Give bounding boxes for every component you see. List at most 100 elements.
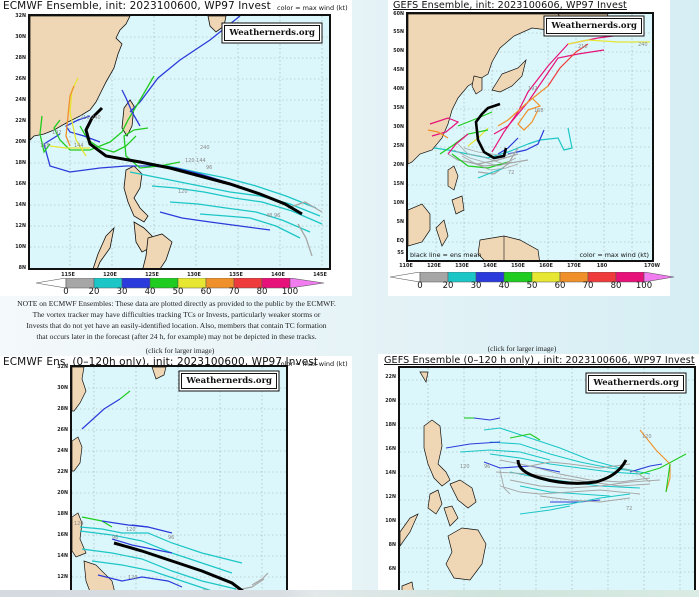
gefs-mean-legend: black line = ens mean	[410, 251, 482, 259]
y-tick: 35N	[393, 106, 404, 111]
track-label: 96	[206, 165, 212, 171]
y-tick: 30N	[57, 386, 68, 391]
y-tick: 20N	[15, 140, 26, 145]
x-tick: 110E	[399, 263, 413, 269]
colorbar-tick: 20	[88, 287, 100, 297]
colorbar-tick: 60	[200, 287, 212, 297]
y-tick: 16N	[15, 182, 26, 187]
x-tick: 145E	[313, 272, 327, 278]
y-tick: 30N	[15, 35, 26, 40]
y-tick: 16N	[57, 533, 68, 538]
y-tick: 50N	[393, 49, 404, 54]
y-tick: 28N	[15, 56, 26, 61]
colorbar-tick: 80	[256, 287, 268, 297]
y-tick: 12N	[15, 224, 26, 229]
track-label: 96	[168, 535, 174, 541]
ecmwf-120h-panel[interactable]: ECMWF Ens. (0–120h only), init: 20231006…	[0, 356, 352, 595]
x-tick: 180	[596, 263, 608, 269]
track-label: 96	[112, 535, 118, 541]
track-label: 216	[578, 44, 588, 50]
ecmwf-color-label: color = max wind (kt)	[277, 4, 348, 12]
y-tick: 22N	[15, 119, 26, 124]
gefs-120h-panel[interactable]: GEFS Ensemble (0–120 h only) , init: 202…	[378, 354, 699, 596]
gefs-120h-track-map[interactable]: 120 120 96 72 Weathernerds.org	[398, 366, 696, 596]
track-label: 192	[52, 130, 62, 136]
weathernerds-badge: Weathernerds.org	[588, 375, 684, 391]
y-tick: 18N	[57, 512, 68, 517]
colorbar-tick: 20	[442, 281, 454, 291]
x-tick: 120E	[427, 263, 441, 269]
ecmwf-120h-map-graphic: 120 120 96 96 120 48	[72, 367, 286, 593]
track-label: 120	[460, 464, 470, 470]
colorbar-tick: 30	[116, 287, 128, 297]
colorbar-tick: 70	[582, 281, 594, 291]
note-line: The vortex tracker may have difficulties…	[32, 310, 321, 319]
colorbar-tick: 80	[610, 281, 622, 291]
track-label: 240	[200, 145, 210, 151]
note-line: Invests that do not yet have an easily-i…	[26, 321, 327, 330]
track-label: 96	[484, 464, 490, 470]
track-label: 120 144	[185, 158, 206, 164]
track-label: 72	[626, 506, 632, 512]
y-tick: 26N	[15, 77, 26, 82]
track-label: 216 240	[80, 115, 101, 121]
y-tick: 5N	[396, 220, 404, 225]
gefs-map-graphic: 216 240 192 72 168	[408, 14, 652, 260]
ecmwf-120h-color-label: color = max wind (kt)	[277, 360, 348, 368]
y-tick: 45N	[393, 68, 404, 73]
track-label: 240	[638, 42, 648, 48]
y-tick: 8N	[388, 543, 396, 548]
note-line: NOTE on ECMWF Ensembles: These data are …	[17, 299, 336, 308]
y-tick: 32N	[15, 14, 26, 19]
y-tick: 14N	[15, 203, 26, 208]
y-tick: 26N	[57, 428, 68, 433]
x-tick: 130E	[187, 272, 201, 278]
x-tick: 140E	[271, 272, 285, 278]
ecmwf-wind-colorbar: 0 20 30 40 50 60 70 80 100	[36, 278, 326, 304]
y-tick: 14N	[57, 554, 68, 559]
gefs-ensemble-panel[interactable]: GEFS Ensemble, init: 2023100606, WP97 In…	[388, 0, 674, 296]
colorbar-tick: 40	[144, 287, 156, 297]
track-label: 168	[40, 143, 50, 149]
track-label: 120	[128, 575, 138, 581]
y-tick: EQ	[396, 239, 404, 244]
ecmwf-track-map[interactable]: 240 216 240 192 168 144 120 96 48 96 120…	[28, 14, 331, 270]
colorbar-tick: 50	[172, 287, 184, 297]
click-larger-image-link[interactable]: (click for larger image)	[487, 344, 557, 353]
track-label: 192	[528, 86, 538, 92]
x-tick: 140E	[483, 263, 497, 269]
track-label: 120	[126, 527, 136, 533]
track-label: 168	[534, 108, 544, 114]
y-tick: 12N	[57, 575, 68, 580]
ecmwf-note: NOTE on ECMWF Ensembles: These data are …	[4, 298, 349, 342]
y-tick: 15N	[393, 182, 404, 187]
colorbar-tick: 0	[417, 281, 423, 291]
ecmwf-map-graphic: 240 216 240 192 168 144 120 96 48 96 120…	[30, 16, 329, 268]
y-tick: 8N	[18, 266, 26, 271]
gefs-track-map[interactable]: 216 240 192 72 168 Weathernerds.org blac…	[406, 12, 654, 262]
click-larger-image-link[interactable]: (click for larger image)	[145, 346, 215, 355]
y-tick: 22N	[385, 375, 396, 380]
x-tick: 115E	[61, 272, 75, 278]
weathernerds-badge: Weathernerds.org	[181, 373, 277, 389]
y-tick: 30N	[393, 125, 404, 130]
ecmwf-ensemble-panel[interactable]: ECMWF Ensemble, init: 2023100600, WP97 I…	[0, 0, 352, 297]
gefs-120h-map-graphic: 120 120 96 72	[400, 368, 694, 594]
y-tick: 60N	[393, 12, 404, 17]
y-tick: 25N	[393, 144, 404, 149]
gefs-panel-title: GEFS Ensemble, init: 2023100606, WP97 In…	[393, 0, 627, 11]
colorbar-tick: 40	[498, 281, 510, 291]
y-tick: 6N	[388, 567, 396, 572]
y-tick: 16N	[385, 447, 396, 452]
colorbar-tick: 0	[63, 287, 69, 297]
gefs-wind-colorbar: 0 20 30 40 50 60 70 80 100	[390, 272, 674, 298]
track-label: 120	[642, 434, 652, 440]
ecmwf-120h-track-map[interactable]: 120 120 96 96 120 48 Weathernerds.org	[70, 365, 288, 595]
track-label: 48 96	[266, 213, 280, 219]
page-bottom-bar	[0, 590, 699, 597]
y-tick: 18N	[385, 423, 396, 428]
y-tick: 24N	[57, 449, 68, 454]
x-tick: 150E	[511, 263, 525, 269]
y-tick: 10N	[393, 201, 404, 206]
colorbar-tick: 100	[635, 281, 653, 291]
